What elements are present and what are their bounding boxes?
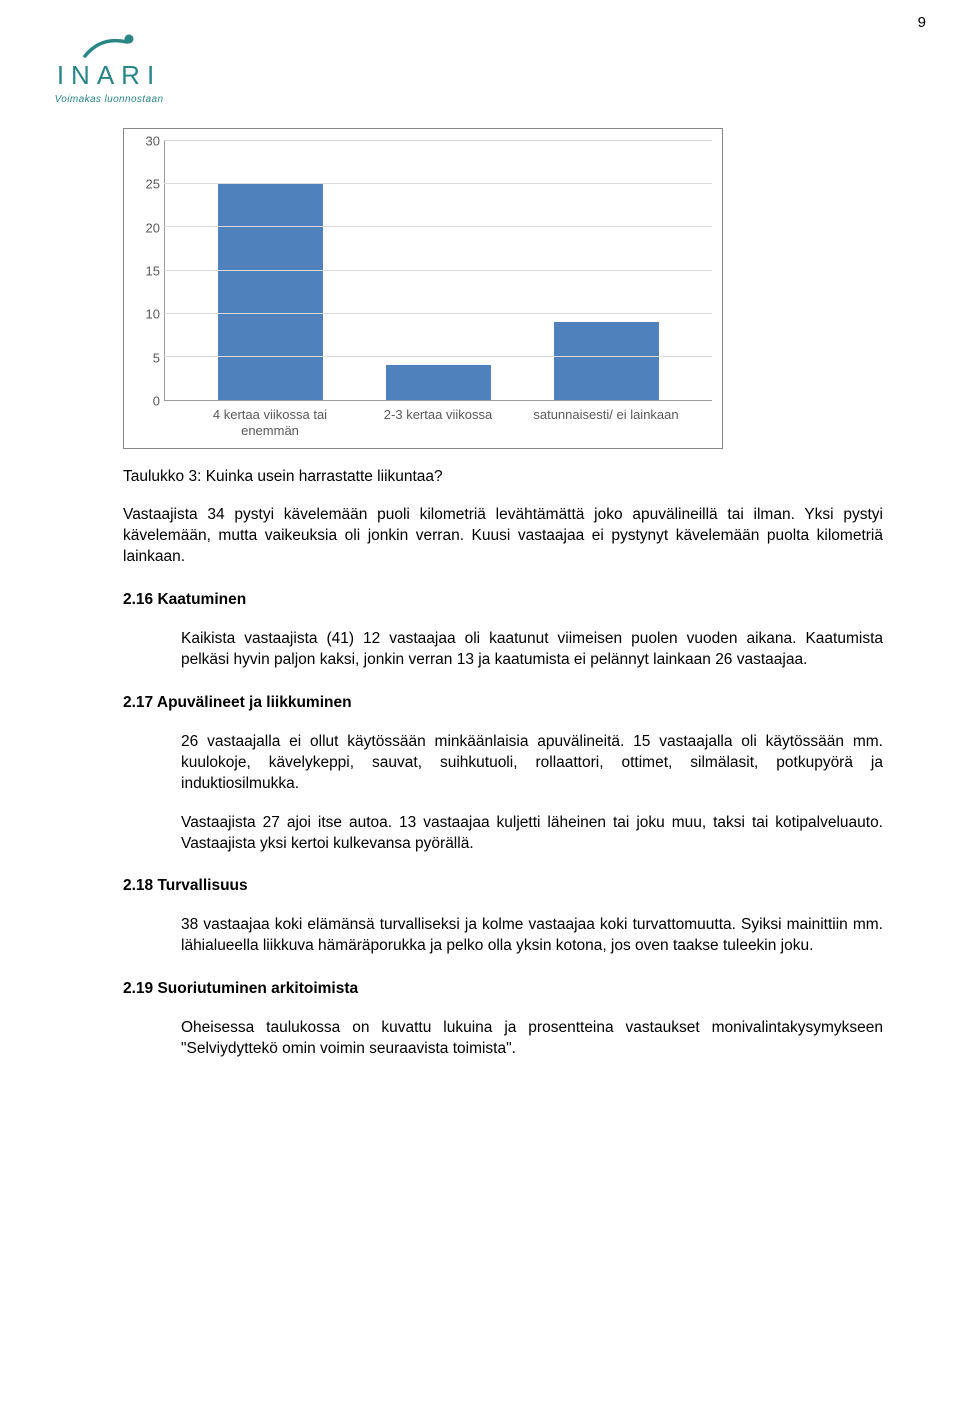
- section-heading: 2.19 Suoriutuminen arkitoimista: [123, 979, 883, 1000]
- section-heading: 2.18 Turvallisuus: [123, 876, 883, 897]
- logo-name: INARI: [24, 60, 194, 91]
- chart-xlabel: 2-3 kertaa viikossa: [361, 407, 516, 440]
- chart-bar: [218, 184, 323, 400]
- chart-yaxis: 051015202530: [134, 141, 164, 401]
- chart-ytick: 15: [146, 264, 160, 279]
- chart-xlabel: 4 kertaa viikossa tai enemmän: [193, 407, 348, 440]
- page-number: 9: [918, 14, 926, 31]
- chart-ytick: 0: [153, 394, 160, 409]
- section-paragraph: Oheisessa taulukossa on kuvattu lukuina …: [181, 1018, 883, 1060]
- chart-plot-area: [164, 141, 712, 401]
- chart-ytick: 25: [146, 177, 160, 192]
- intro-paragraph: Vastaajista 34 pystyi kävelemään puoli k…: [123, 505, 883, 568]
- section-paragraph: 38 vastaajaa koki elämänsä turvalliseksi…: [181, 915, 883, 957]
- chart-caption: Taulukko 3: Kuinka usein harrastatte lii…: [123, 467, 883, 488]
- logo-swoosh-icon: [79, 28, 139, 62]
- chart-bar: [386, 365, 491, 400]
- chart-ytick: 20: [146, 220, 160, 235]
- section-paragraph: 26 vastaajalla ei ollut käytössään minkä…: [181, 732, 883, 795]
- logo-tagline: Voimakas luonnostaan: [24, 94, 194, 105]
- chart-xlabel: satunnaisesti/ ei lainkaan: [529, 407, 684, 440]
- chart-ytick: 30: [146, 134, 160, 149]
- section-paragraph: Vastaajista 27 ajoi itse autoa. 13 vasta…: [181, 813, 883, 855]
- section-heading: 2.16 Kaatuminen: [123, 590, 883, 611]
- logo: INARI Voimakas luonnostaan: [24, 28, 194, 105]
- chart-bar: [554, 322, 659, 400]
- chart-ytick: 5: [153, 350, 160, 365]
- chart-ytick: 10: [146, 307, 160, 322]
- bar-chart: 0 5 10 15 20 25 30 4 kertaa viikossa tai enemm…: [123, 128, 723, 449]
- chart-xaxis: 4 kertaa viikossa tai enemmän 2-3 kertaa …: [134, 401, 712, 440]
- section-paragraph: Kaikista vastaajista (41) 12 vastaajaa o…: [181, 629, 883, 671]
- section-heading: 2.17 Apuvälineet ja liikkuminen: [123, 693, 883, 714]
